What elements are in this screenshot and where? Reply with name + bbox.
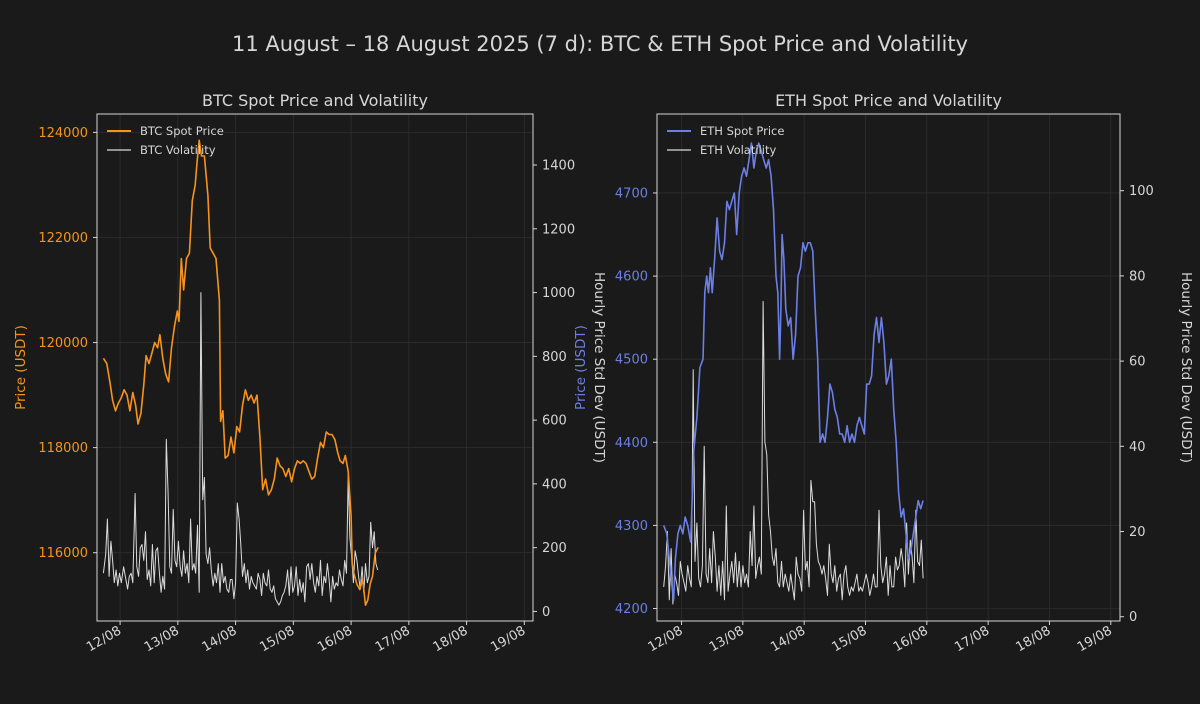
eth-legend-label: ETH Spot Price [700, 124, 784, 138]
eth-x-tick-label: 19/08 [1075, 623, 1115, 655]
btc-left-tick-label: 118000 [38, 441, 88, 456]
btc-axes-frame [96, 113, 534, 622]
eth-right-tick-label: 40 [1129, 440, 1146, 455]
eth-right-tick-label: 80 [1129, 269, 1146, 284]
eth-panel: 4200 4300 4400 4500 4600 4700 0 20 40 60 80 100 12/0… [573, 91, 1194, 655]
btc-legend-label: BTC Volatility [140, 143, 216, 157]
eth-axes-frame [656, 113, 1121, 622]
eth-y-axis-label: Price (USDT) [573, 325, 589, 410]
btc-left-tick-label: 116000 [38, 546, 88, 561]
eth-x-tick-label: 13/08 [707, 623, 747, 655]
figure-title: 11 August – 18 August 2025 (7 d): BTC & … [232, 32, 968, 56]
btc-volatility-line [102, 292, 379, 606]
btc-x-tick-label: 16/08 [315, 623, 355, 655]
eth-x-tick-label: 12/08 [646, 623, 686, 655]
eth-price-line [662, 142, 924, 601]
eth-left-tick-label: 4300 [615, 519, 648, 534]
btc-right-tick-label: 0 [542, 605, 550, 620]
btc-price-line [102, 139, 379, 606]
eth-x-tick-label: 17/08 [952, 623, 992, 655]
eth-right-tick-label: 100 [1129, 184, 1154, 199]
btc-y-axis-label-right: Hourly Price Std Dev (USDT) [591, 272, 607, 463]
btc-legend-label: BTC Spot Price [140, 124, 224, 138]
eth-x-tick-label: 15/08 [830, 623, 870, 655]
eth-subplot-title: ETH Spot Price and Volatility [775, 91, 1002, 110]
eth-right-tick-label: 0 [1129, 610, 1137, 625]
btc-right-tick-label: 1000 [542, 286, 575, 301]
btc-right-tick-label: 1200 [542, 222, 575, 237]
eth-y-axis-label-right: Hourly Price Std Dev (USDT) [1178, 272, 1194, 463]
btc-x-tick-label: 17/08 [373, 623, 413, 655]
eth-left-tick-label: 4600 [615, 270, 648, 285]
eth-left-tick-label: 4400 [615, 436, 648, 451]
eth-legend: ETH Spot Price ETH Volatility [667, 124, 784, 157]
btc-x-tick-label: 13/08 [142, 623, 182, 655]
eth-x-tick-label: 16/08 [891, 623, 931, 655]
btc-y-axis-label: Price (USDT) [13, 325, 29, 410]
btc-x-tick-label: 15/08 [257, 623, 297, 655]
btc-subplot-title: BTC Spot Price and Volatility [202, 91, 428, 110]
eth-right-tick-label: 60 [1129, 355, 1146, 370]
btc-panel: 116000 118000 120000 122000 124000 0 200 400 600… [13, 91, 607, 655]
btc-x-tick-label: 19/08 [488, 623, 528, 655]
btc-left-tick-label: 122000 [38, 231, 88, 246]
btc-left-tick-label: 124000 [38, 126, 88, 141]
btc-legend: BTC Spot Price BTC Volatility [107, 124, 224, 157]
btc-right-tick-label: 600 [542, 414, 567, 429]
eth-left-tick-label: 4700 [615, 186, 648, 201]
eth-x-tick-label: 14/08 [768, 623, 808, 655]
btc-right-tick-label: 1400 [542, 159, 575, 174]
eth-legend-label: ETH Volatility [700, 143, 776, 157]
btc-right-tick-label: 200 [542, 541, 567, 556]
eth-grid [657, 114, 1120, 621]
btc-x-tick-label: 12/08 [84, 623, 124, 655]
btc-right-tick-label: 800 [542, 350, 567, 365]
btc-right-tick-label: 400 [542, 477, 567, 492]
eth-left-tick-label: 4500 [615, 353, 648, 368]
eth-right-tick-label: 20 [1129, 525, 1146, 540]
eth-x-tick-label: 18/08 [1014, 623, 1054, 655]
btc-left-tick-label: 120000 [38, 336, 88, 351]
eth-volatility-line [663, 301, 924, 605]
btc-x-tick-label: 18/08 [431, 623, 471, 655]
eth-left-tick-label: 4200 [615, 602, 648, 617]
btc-x-tick-label: 14/08 [200, 623, 240, 655]
btc-grid [97, 114, 533, 621]
